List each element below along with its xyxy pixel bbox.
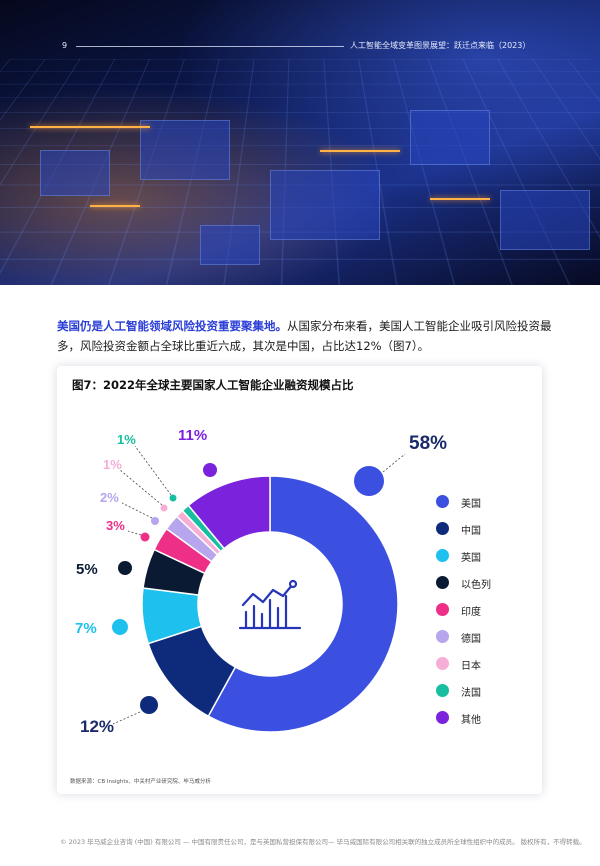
legend-item: 其他 (436, 710, 536, 726)
footer-copyright: © 2023 毕马威企业咨询 (中国) 有限公司 — 中国有限责任公司，是与英国… (60, 836, 586, 846)
legend-swatch (436, 576, 449, 589)
callout-dot-1 (354, 466, 384, 496)
legend-item: 美国 (436, 494, 536, 510)
legend-item: 德国 (436, 629, 536, 645)
legend-label: 法国 (461, 684, 481, 699)
percent-label-3: 7% (75, 620, 97, 637)
legend-item: 法国 (436, 683, 536, 699)
legend-swatch (436, 711, 449, 724)
legend-swatch (436, 684, 449, 697)
legend-swatch (436, 495, 449, 508)
callout-dot-3 (112, 619, 128, 635)
legend-item: 以色列 (436, 575, 536, 591)
legend-swatch (436, 630, 449, 643)
callout-dot-5 (141, 533, 150, 542)
percent-label-7: 1% (103, 457, 122, 472)
legend-swatch (436, 522, 449, 535)
callout-leader-5 (128, 531, 141, 535)
legend-swatch (436, 549, 449, 562)
percent-label-9: 11% (178, 427, 207, 444)
percent-label-1: 58% (409, 433, 447, 454)
callout-dot-8 (170, 495, 177, 502)
callout-leader-2 (113, 712, 140, 724)
legend-label: 中国 (461, 522, 481, 537)
legend-label: 以色列 (461, 576, 491, 591)
legend-label: 日本 (461, 657, 481, 672)
callout-leader-1 (383, 454, 405, 472)
legend-swatch (436, 603, 449, 616)
callout-dot-4 (118, 561, 132, 575)
callout-dot-2 (140, 696, 158, 714)
legend-item: 印度 (436, 602, 536, 618)
percent-label-8: 1% (117, 432, 136, 447)
data-source: 数据来源：CB Insights、中关村产业研究院、毕马威分析 (70, 777, 211, 785)
percent-label-6: 2% (100, 490, 119, 505)
legend-label: 印度 (461, 603, 481, 618)
callout-dot-9 (203, 463, 217, 477)
legend-item: 日本 (436, 656, 536, 672)
legend-label: 其他 (461, 711, 481, 726)
percent-label-5: 3% (106, 518, 125, 533)
callout-dot-7 (161, 505, 168, 512)
legend-label: 德国 (461, 630, 481, 645)
legend-swatch (436, 657, 449, 670)
callout-leader-7 (120, 470, 162, 505)
legend-label: 英国 (461, 549, 481, 564)
legend-item: 中国 (436, 521, 536, 537)
percent-label-2: 12% (80, 717, 114, 736)
legend-item: 英国 (436, 548, 536, 564)
callout-dot-6 (151, 517, 159, 525)
legend-label: 美国 (461, 495, 481, 510)
callout-leader-8 (135, 446, 171, 495)
percent-label-4: 5% (76, 561, 98, 578)
callout-leader-6 (122, 503, 152, 518)
